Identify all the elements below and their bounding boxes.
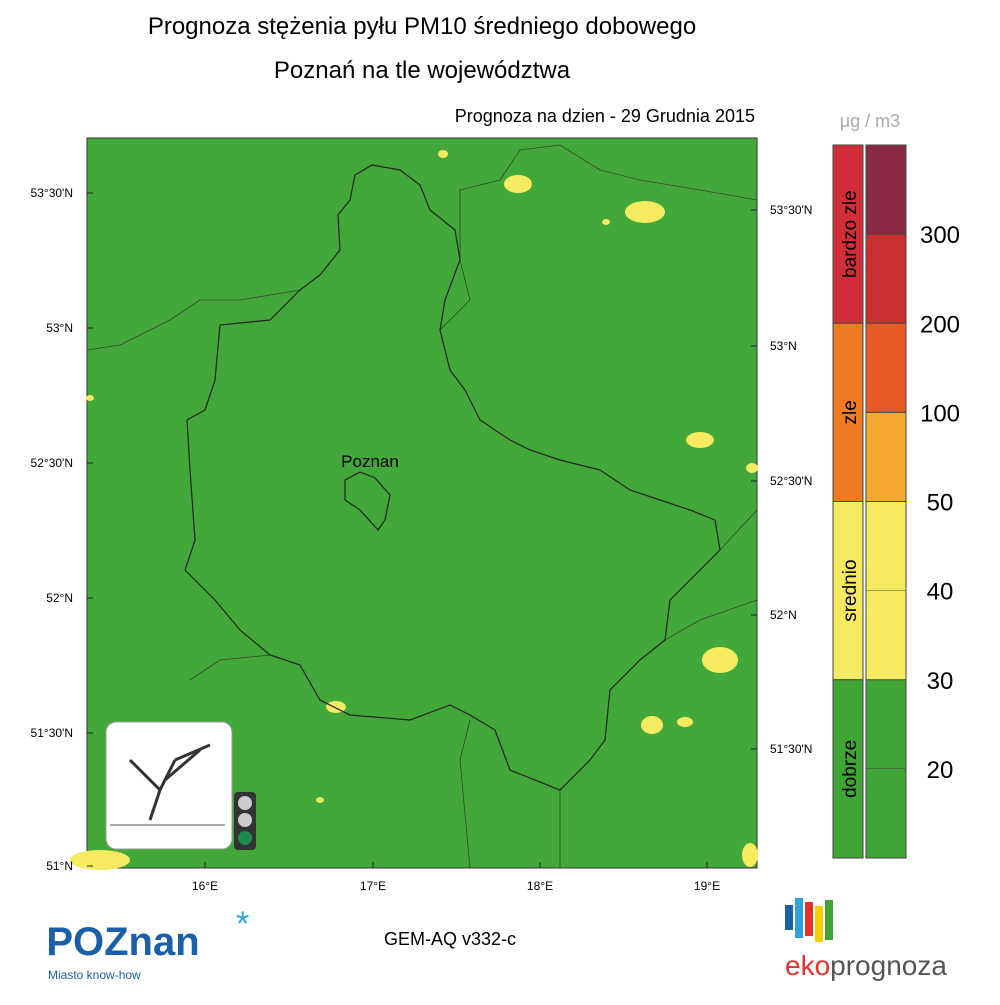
legend-bin <box>866 590 906 680</box>
legend-level: 200 <box>920 311 960 338</box>
legend-category-label: zle <box>840 400 861 424</box>
legend-bin <box>865 679 907 770</box>
logo-star: * <box>236 905 249 943</box>
lat-label: 52°30'N <box>31 456 73 470</box>
legend-level: 300 <box>920 222 960 249</box>
lon-label: 18°E <box>527 879 553 893</box>
model: GEM-AQ v332-c <box>384 929 516 949</box>
city-label: Poznan <box>341 452 399 471</box>
lat-label: 53°N <box>770 339 797 353</box>
lon-label: 16°E <box>192 879 218 893</box>
logo: POZnan <box>46 920 199 964</box>
brand-a: eko <box>785 950 830 981</box>
legend-bin <box>865 322 907 413</box>
legend-frame <box>865 144 907 859</box>
lat-label: 53°30'N <box>770 203 812 217</box>
legend-level: 100 <box>920 400 960 427</box>
eko-logo <box>785 898 833 942</box>
lat-label: 52°30'N <box>770 474 812 488</box>
subtitle: Poznań na tle województwa <box>274 57 571 84</box>
legend-bin <box>865 233 907 324</box>
lon-label: 19°E <box>694 879 720 893</box>
legend-category <box>832 144 864 324</box>
icon <box>105 721 256 850</box>
lat-label: 51°30'N <box>31 726 73 740</box>
legend-bin <box>865 144 907 235</box>
legend-bin <box>865 411 907 502</box>
legend-category-label: bardzo zle <box>840 190 861 278</box>
legend-category <box>832 322 864 502</box>
lon-label: 17°E <box>360 879 386 893</box>
date-line: Prognoza na dzien - 29 Grudnia 2015 <box>455 106 755 126</box>
legend-bin <box>865 501 907 592</box>
tagline: Miasto know-how <box>48 968 141 982</box>
lat-label: 53°N <box>46 321 73 335</box>
brand: ekoprognoza <box>785 950 947 981</box>
legend-unit: μg / m3 <box>840 111 900 131</box>
legend-level: 30 <box>927 668 954 695</box>
lat-label: 51°30'N <box>770 742 812 756</box>
lat-label: 51°N <box>46 859 73 873</box>
legend-category-label: srednio <box>840 559 861 621</box>
legend-bin <box>866 768 906 858</box>
legend-level: 50 <box>927 490 954 517</box>
lat-label: 52°N <box>46 591 73 605</box>
lat-label: 52°N <box>770 608 797 622</box>
map: Poznan <box>70 137 758 870</box>
lat-label: 53°30'N <box>31 186 73 200</box>
brand-b: prognoza <box>830 950 947 981</box>
legend-level: 40 <box>927 579 954 606</box>
legend-category-label: dobrze <box>840 740 861 798</box>
title: Prognoza stężenia pyłu PM10 średniego do… <box>148 13 696 40</box>
legend-level: 20 <box>927 757 954 784</box>
legend-category <box>832 679 864 859</box>
